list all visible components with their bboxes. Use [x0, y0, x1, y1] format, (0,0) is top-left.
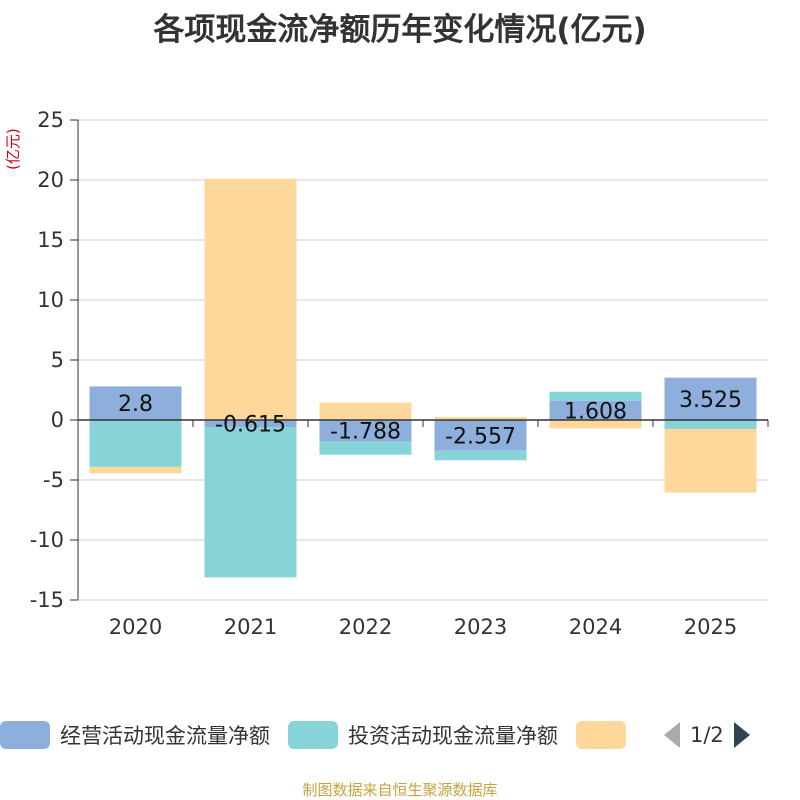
- bar-1-2024: [549, 391, 642, 401]
- bar-2-2022: [319, 402, 412, 420]
- y-tick-label: 10: [37, 288, 64, 312]
- bar-1-2020: [89, 420, 182, 467]
- y-tick-label: 25: [37, 108, 64, 132]
- bar-0-2025: [664, 377, 757, 420]
- legend-item-financing[interactable]: [576, 721, 636, 749]
- legend-item-operating[interactable]: 经营活动现金流量净额: [0, 720, 270, 750]
- bar-2-2024: [549, 420, 642, 429]
- y-tick-label: -5: [43, 468, 64, 492]
- x-tick-label: 2024: [569, 615, 622, 639]
- bar-2-2025: [664, 429, 757, 493]
- y-tick-label: -15: [30, 588, 64, 612]
- legend-swatch-financing: [576, 721, 626, 749]
- data-label: 1.608: [564, 399, 627, 424]
- legend-prev-page-icon[interactable]: [664, 722, 680, 748]
- bar-2-2023: [434, 417, 527, 420]
- x-tick-label: 2023: [454, 615, 507, 639]
- data-label: -1.788: [330, 420, 401, 445]
- x-tick-label: 2022: [339, 615, 392, 639]
- y-tick-label: 5: [51, 348, 64, 372]
- chart-plot: 25 20 15 10 5 0 -5 -10 -15 2020 2021 2022 2023 2024 20…: [30, 108, 769, 639]
- y-tick-label: -10: [30, 528, 64, 552]
- x-tick-label: 2020: [109, 615, 162, 639]
- bar-1-2022: [319, 441, 412, 455]
- legend-next-page-icon[interactable]: [733, 722, 750, 748]
- bar-1-2025: [664, 420, 757, 429]
- legend-swatch-investing: [288, 721, 338, 749]
- legend-label-operating: 经营活动现金流量净额: [60, 724, 270, 748]
- bar-2-2020: [89, 466, 182, 474]
- bar-0-2022: [319, 420, 412, 442]
- data-label: -2.557: [445, 424, 516, 449]
- y-tick-label: 20: [37, 168, 64, 192]
- legend-pager: 1/2: [664, 722, 750, 748]
- legend: 经营活动现金流量净额 投资活动现金流量净额 1/2: [0, 718, 800, 752]
- data-label: 3.525: [679, 388, 742, 413]
- bar-0-2021: [204, 420, 297, 428]
- legend-item-investing[interactable]: 投资活动现金流量净额: [288, 720, 558, 750]
- legend-swatch-operating: [0, 721, 50, 749]
- bar-0-2024: [549, 400, 642, 420]
- data-source-note: 制图数据来自恒生聚源数据库: [302, 781, 498, 799]
- legend-page-indicator: 1/2: [690, 723, 724, 747]
- data-label: -0.615: [215, 413, 286, 438]
- x-tick-label: 2021: [224, 615, 277, 639]
- bar-0-2023: [434, 420, 527, 451]
- y-tick-label: 0: [51, 408, 64, 432]
- chart-title: 各项现金流净额历年变化情况(亿元): [153, 12, 647, 48]
- bar-2-2021: [204, 178, 297, 420]
- data-label: 2.8: [118, 392, 153, 417]
- bar-1-2023: [434, 450, 527, 461]
- x-tick-label: 2025: [684, 615, 737, 639]
- bar-1-2021: [204, 427, 297, 578]
- y-tick-label: 15: [37, 228, 64, 252]
- legend-label-investing: 投资活动现金流量净额: [348, 724, 558, 748]
- bar-0-2020: [89, 386, 182, 420]
